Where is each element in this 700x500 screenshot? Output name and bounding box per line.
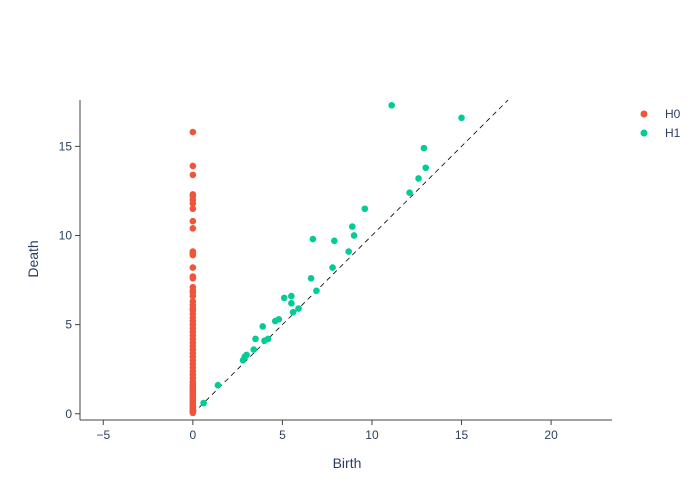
point-h0[interactable] [189,264,197,271]
y-tick-label: 10 [59,228,73,242]
point-h0[interactable] [189,225,197,232]
point-h0[interactable] [189,409,197,417]
point-h1[interactable] [214,381,222,389]
point-h0[interactable] [189,274,197,282]
data-points [189,102,465,417]
point-h1[interactable] [295,305,302,312]
point-h1[interactable] [309,235,317,243]
x-tick-label: 20 [544,428,558,442]
legend-label: H0 [665,107,681,121]
y-tick-label: 15 [59,139,73,153]
point-h0[interactable] [189,251,197,259]
x-tick-label: 15 [455,428,469,442]
point-h1[interactable] [280,294,288,302]
point-h1[interactable] [388,102,395,109]
point-h0[interactable] [189,128,197,136]
y-tick-label: 0 [65,407,72,421]
point-h1[interactable] [331,237,338,245]
y-axis-title: Death [25,240,41,277]
x-tick-label: −5 [96,428,110,442]
legend-marker [640,129,648,137]
point-h0[interactable] [189,217,197,225]
point-h1[interactable] [264,335,272,343]
x-tick-label: 0 [190,428,197,442]
legend-item-h0[interactable]: H0 [640,107,681,121]
point-h1[interactable] [288,292,295,300]
point-h1[interactable] [243,351,250,359]
legend-marker [640,110,648,118]
point-h1[interactable] [252,335,259,343]
y-tick-label: 5 [65,318,72,332]
axes [79,100,612,421]
diagonal-reference-line [192,99,509,415]
point-h1[interactable] [345,248,352,255]
point-h1[interactable] [458,114,465,122]
point-h1[interactable] [288,299,295,307]
point-h1[interactable] [329,264,336,271]
point-h1[interactable] [250,346,258,353]
point-h1[interactable] [406,189,413,197]
point-h1[interactable] [420,144,428,152]
point-h0[interactable] [189,292,197,300]
point-h1[interactable] [289,308,297,316]
series-h0 [189,128,197,417]
point-h1[interactable] [415,175,422,182]
point-h1[interactable] [259,323,267,330]
point-h0[interactable] [189,205,197,213]
x-axis-title: Birth [333,455,362,471]
point-h1[interactable] [348,223,356,230]
point-h0[interactable] [189,171,197,179]
ticks: −5 0 5 10 15 20 0 5 10 15 [59,139,558,442]
point-h1[interactable] [422,164,430,172]
diagonal-line [192,99,509,415]
point-h1[interactable] [350,232,358,239]
point-h0[interactable] [189,200,197,207]
point-h1[interactable] [313,287,320,295]
legend-label: H1 [665,126,681,140]
legend-item-h1[interactable]: H1 [640,126,681,140]
x-tick-label: 5 [279,428,286,442]
point-h0[interactable] [189,162,197,170]
point-h1[interactable] [200,399,207,407]
x-tick-label: 10 [365,428,379,442]
series-h1 [200,102,465,407]
point-h1[interactable] [361,205,369,213]
point-h1[interactable] [307,274,315,282]
point-h1[interactable] [275,315,283,323]
